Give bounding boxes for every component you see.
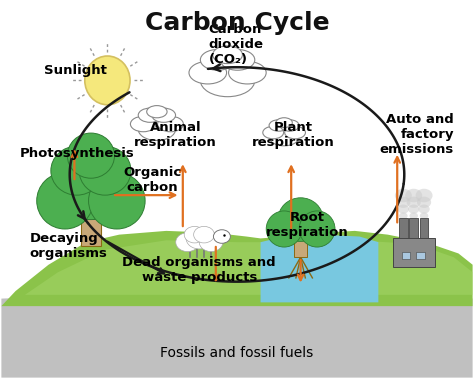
Circle shape [419,205,430,214]
Ellipse shape [85,56,130,105]
Polygon shape [1,293,473,377]
Ellipse shape [138,108,162,122]
Circle shape [398,205,409,214]
Ellipse shape [269,120,288,131]
Ellipse shape [152,108,175,122]
Ellipse shape [263,126,283,139]
Ellipse shape [36,172,93,229]
Bar [402,252,410,259]
Ellipse shape [147,106,167,118]
Polygon shape [1,231,473,306]
Circle shape [420,213,428,219]
Text: Sunlight: Sunlight [44,64,107,77]
Text: Carbon Cycle: Carbon Cycle [145,11,329,35]
Ellipse shape [280,120,299,131]
Circle shape [417,197,431,208]
Circle shape [396,197,410,208]
Ellipse shape [55,152,126,219]
Circle shape [408,205,419,214]
Bar [81,205,101,246]
Ellipse shape [51,146,103,195]
Text: Dead organisms and
waste products: Dead organisms and waste products [122,256,276,284]
Text: Photosynthesis: Photosynthesis [20,147,135,160]
Bar [399,218,408,238]
Ellipse shape [213,46,242,64]
Ellipse shape [201,64,255,97]
Circle shape [213,230,230,243]
Polygon shape [25,240,473,295]
Circle shape [405,189,422,202]
Ellipse shape [228,61,266,84]
Ellipse shape [79,146,131,195]
Ellipse shape [89,172,145,229]
Ellipse shape [269,128,299,146]
Ellipse shape [157,116,183,132]
Bar [410,218,418,238]
Text: Decaying
organisms: Decaying organisms [30,232,108,260]
Ellipse shape [189,61,227,84]
Ellipse shape [266,211,302,247]
Ellipse shape [278,198,323,241]
Circle shape [176,233,199,252]
Text: Plant
respiration: Plant respiration [252,121,335,149]
Text: Root
respiration: Root respiration [266,211,349,239]
Bar [420,218,428,238]
Ellipse shape [130,116,156,132]
Circle shape [410,213,418,219]
Ellipse shape [276,118,292,128]
Ellipse shape [299,211,335,247]
Text: Carbon
dioxide
(CO₂): Carbon dioxide (CO₂) [209,23,264,66]
Circle shape [194,226,214,243]
Ellipse shape [67,133,115,178]
Circle shape [416,189,433,202]
Circle shape [186,228,212,249]
Circle shape [184,226,205,243]
Text: Organic
carbon: Organic carbon [123,166,181,194]
Text: Auto and
factory
emissions: Auto and factory emissions [380,113,454,157]
Polygon shape [261,235,378,302]
Ellipse shape [201,50,235,70]
Text: Fossils and fossil fuels: Fossils and fossil fuels [160,346,314,360]
Ellipse shape [138,118,175,141]
Circle shape [199,233,223,252]
Circle shape [407,197,421,208]
Bar [416,252,425,259]
Ellipse shape [220,50,255,70]
Circle shape [395,189,412,202]
Ellipse shape [285,126,305,139]
Text: Animal
respiration: Animal respiration [134,121,217,149]
Bar [392,238,435,266]
Circle shape [399,213,408,219]
Bar [294,233,307,257]
